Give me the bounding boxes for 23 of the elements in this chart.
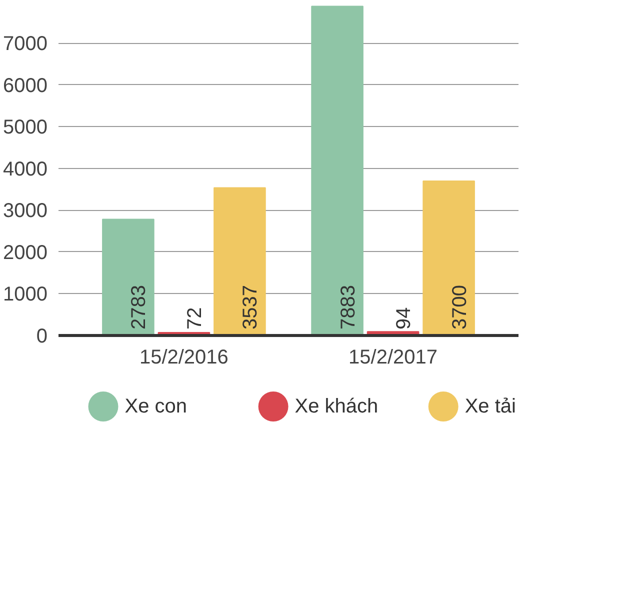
y-tick-label: 5000 (3, 116, 48, 139)
x-tick-label: 15/2/2017 (348, 346, 438, 368)
bar (422, 180, 475, 336)
legend-label: Xe khách (294, 396, 378, 418)
y-tick-label: 7000 (3, 33, 48, 56)
bar (102, 218, 154, 336)
bar (311, 6, 364, 336)
data-label: 94 (393, 307, 416, 330)
y-tick-label: 0 (36, 326, 48, 348)
y-tick-label: 4000 (3, 158, 48, 180)
data-label: 7883 (337, 285, 360, 330)
y-tick-label: 2000 (3, 242, 48, 264)
y-tick-label: 1000 (3, 284, 48, 306)
legend-label: Xe tải (464, 396, 516, 418)
data-label: 2783 (128, 285, 150, 330)
data-label: 3537 (240, 285, 262, 330)
data-label: 72 (184, 307, 206, 330)
data-label: 3700 (448, 285, 471, 330)
legend-label: Xe con (124, 396, 187, 418)
x-tick-label: 15/2/2016 (139, 346, 228, 368)
y-tick-label: 6000 (3, 74, 48, 97)
bar (214, 187, 266, 336)
y-tick-label: 3000 (3, 200, 48, 222)
